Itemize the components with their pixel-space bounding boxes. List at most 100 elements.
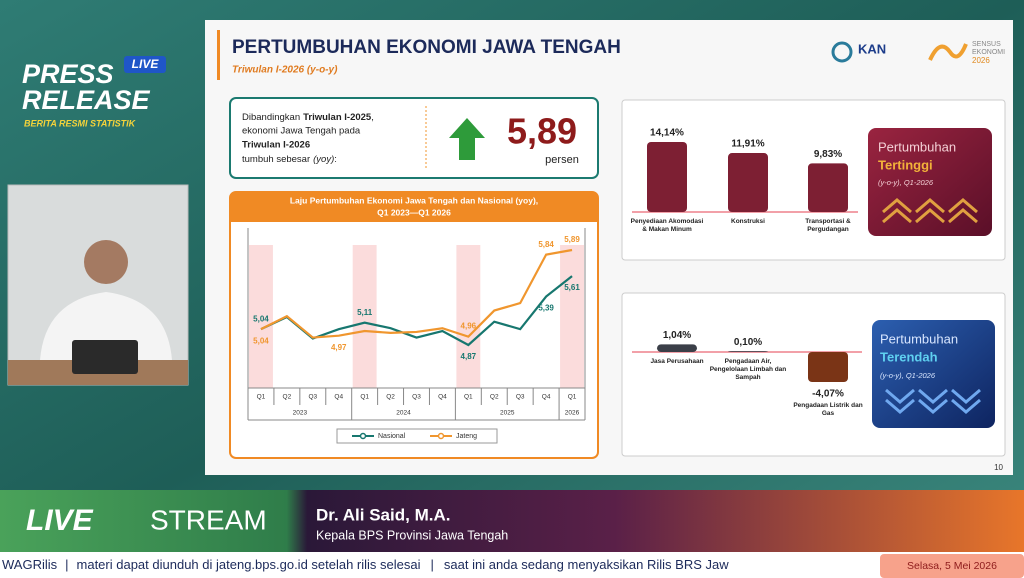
series-line: [260, 248, 573, 339]
sensus-logo-line: EKONOMI: [972, 49, 1005, 56]
ticker-separator: |: [65, 557, 68, 572]
sector-bar: [647, 142, 687, 212]
chart-title: Laju Pertumbuhan Ekonomi Jawa Tengah dan…: [290, 195, 538, 205]
ticker: WAGRilis | materi dapat diunduh di jateng.…: [2, 557, 729, 572]
headline-value: 5,89: [507, 111, 577, 152]
slide-title: PERTUMBUHAN EKONOMI JAWA TENGAH: [232, 37, 621, 58]
data-label: 5,11: [357, 308, 373, 317]
x-tick-label: Q2: [490, 394, 499, 401]
badge-text: (y-o-y), Q1-2026: [880, 371, 936, 380]
summary-text: ekonomi Jawa Tengah pada: [242, 126, 361, 137]
data-label: 5,39: [538, 304, 554, 313]
x-tick-label: Q1: [568, 394, 577, 401]
page-number: 10: [994, 463, 1003, 472]
speaker-name: Dr. Ali Said, M.A.: [316, 505, 450, 524]
q1-shade: [249, 245, 273, 388]
up-chevrons: [882, 198, 978, 224]
sector-bar: [728, 153, 768, 212]
legend-label: Jateng: [456, 433, 477, 440]
data-label: 5,04: [253, 314, 269, 323]
sector-bar: [657, 344, 697, 352]
badge-text: Tertinggi: [878, 157, 933, 172]
speaker-role: Kepala BPS Provinsi Jawa Tengah: [316, 528, 508, 542]
ticker-item: WAGRilis: [2, 557, 58, 572]
sector-value: 1,04%: [663, 330, 691, 341]
sensus-logo-line: SENSUS: [972, 41, 1001, 48]
sector-value: 0,10%: [734, 337, 762, 348]
data-label: 5,04: [253, 336, 269, 345]
legend-label: Nasional: [378, 433, 406, 440]
x-tick-label: Q2: [283, 394, 292, 401]
badge-text: (y-o-y), Q1-2026: [878, 178, 934, 187]
summary-text: ,: [371, 112, 374, 123]
title-accent: [217, 30, 220, 80]
x-group-label: 2026: [565, 410, 580, 417]
summary-text: :: [334, 154, 337, 165]
x-group-label: 2025: [500, 410, 515, 417]
x-tick-label: Q4: [542, 394, 551, 401]
lower-third: [0, 490, 1024, 552]
x-tick-label: Q4: [334, 394, 343, 401]
chart-header: [230, 192, 598, 222]
sector-value: -4,07%: [812, 389, 844, 400]
tagline: BERITA RESMI STATISTIK: [24, 118, 137, 128]
sector-name: Penyediaan Akomodasi & Makan Minum: [630, 218, 704, 233]
x-group-label: 2023: [293, 410, 308, 417]
up-arrow: [449, 118, 485, 160]
sector-value: 14,14%: [650, 128, 684, 139]
live-badge-text: LIVE: [132, 57, 160, 71]
down-chevrons: [885, 388, 981, 414]
x-tick-label: Q1: [257, 394, 266, 401]
x-tick-label: Q3: [516, 394, 525, 401]
summary-text: Dibandingkan: [242, 112, 300, 123]
sector-name: Jasa Perusahaan: [650, 358, 704, 365]
highest-badge: [868, 128, 992, 236]
headline-unit: persen: [545, 154, 579, 166]
x-tick-label: Q1: [464, 394, 473, 401]
q1-shade: [456, 245, 481, 388]
data-label: 5,84: [538, 240, 554, 249]
slide-subtitle: Triwulan I-2026 (y-o-y): [232, 65, 338, 76]
sensus-logo-line: 2026: [972, 56, 990, 65]
press-text: PRESS: [22, 59, 114, 89]
badge-text: Pertumbuhan: [878, 139, 956, 154]
x-tick-label: Q3: [412, 394, 421, 401]
q1-shade: [352, 245, 377, 388]
summary-text: Triwulan I-2026: [242, 140, 310, 151]
sector-bar: [728, 351, 768, 352]
sector-name: Pengadaan Air, Pengelolaan Limbah dan Sa…: [709, 358, 787, 381]
x-tick-label: Q4: [438, 394, 447, 401]
data-label: 5,89: [564, 235, 580, 244]
date: Selasa, 5 Mei 2026: [907, 560, 997, 572]
summary-box: [229, 97, 599, 179]
sector-bar: [808, 163, 848, 212]
live-text: LIVE: [26, 504, 94, 537]
kan-logo-text: KAN: [858, 41, 886, 56]
ticker-item: materi dapat diunduh di jateng.bps.go.id…: [77, 557, 421, 572]
ticker-bar: [0, 552, 1024, 578]
summary-text: (yoy): [313, 154, 334, 165]
data-label: 5,61: [564, 283, 580, 292]
sector-name: Transportasi & Pergudangan: [805, 218, 851, 233]
legend-marker: [437, 432, 445, 440]
sector-value: 9,83%: [814, 149, 842, 160]
kan-logo-mark: [831, 41, 853, 63]
data-label: 4,87: [461, 352, 477, 361]
chart-title: Q1 2023—Q1 2026: [377, 207, 451, 217]
chart-card: [229, 191, 599, 459]
data-label: 4,96: [461, 322, 477, 331]
summary-line: tumbuh sebesar (yoy):: [242, 154, 337, 165]
summary-text: Triwulan I-2025: [303, 112, 372, 123]
sector-name: Pengadaan Listrik dan Gas: [793, 402, 863, 417]
legend-marker: [359, 432, 367, 440]
summary-line: Dibandingkan Triwulan I-2025,: [242, 112, 374, 123]
release-text: RELEASE: [22, 85, 151, 115]
x-group-label: 2024: [396, 410, 411, 417]
date-box: [880, 554, 1024, 578]
badge-text: Pertumbuhan: [880, 331, 958, 346]
live-badge: [124, 56, 166, 73]
sector-bar: [808, 352, 848, 382]
legend-box: [336, 428, 498, 444]
